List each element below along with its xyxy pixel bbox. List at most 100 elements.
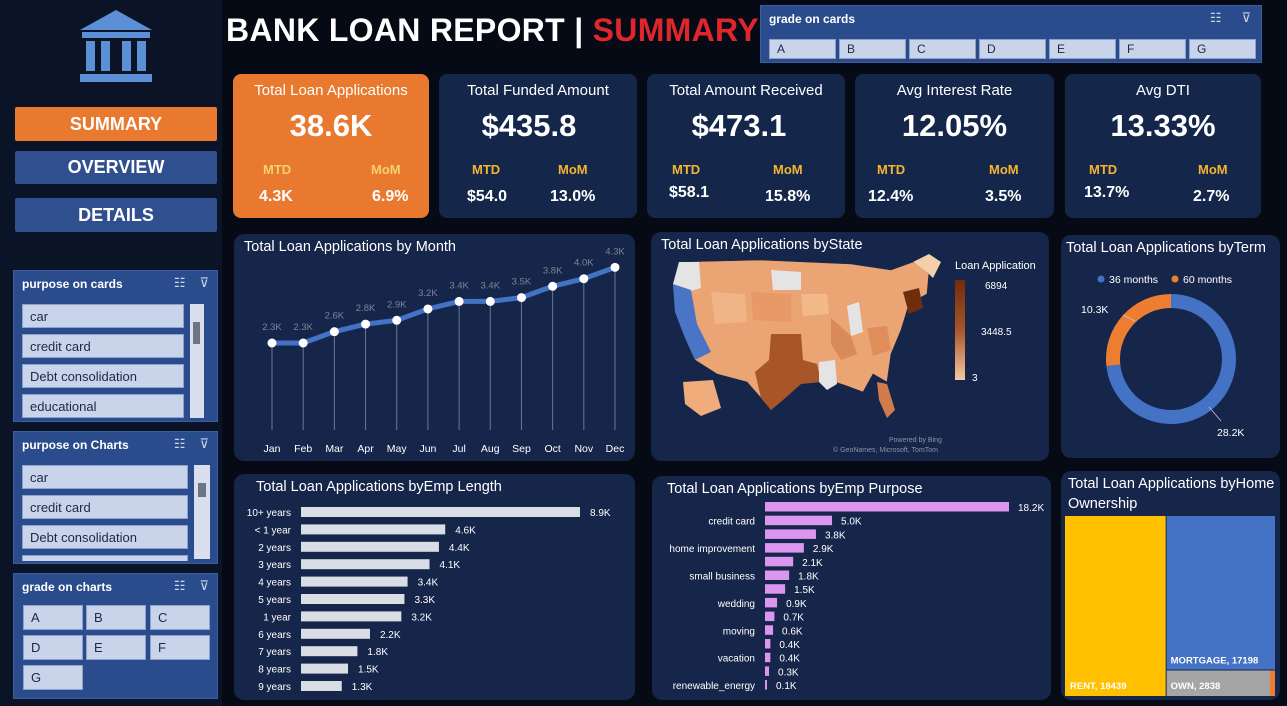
data-label: 3.5K — [512, 277, 532, 288]
page-title-main: BANK LOAN REPORT | — [226, 12, 593, 48]
slicer-item-grade-g[interactable]: G — [23, 665, 83, 690]
slicer-item-car[interactable]: car — [22, 304, 184, 328]
slicer-item-grade-b[interactable]: B — [839, 39, 906, 59]
bar — [301, 559, 430, 570]
multi-select-icon[interactable]: ☷ — [173, 436, 186, 451]
scrollbar[interactable] — [190, 304, 204, 418]
scrollbar-thumb[interactable] — [193, 322, 200, 344]
kpi-mtd-value: 12.4% — [868, 188, 914, 205]
nav-overview-button[interactable]: OVERVIEW — [15, 151, 217, 184]
data-point — [361, 319, 371, 329]
data-label: 1.8K — [367, 647, 388, 658]
bar — [765, 625, 774, 635]
chart-title: Total Loan Applications byEmp Length — [256, 479, 502, 495]
data-label: 2.2K — [380, 630, 401, 641]
data-label: 3.8K — [543, 265, 563, 276]
bar — [301, 524, 446, 535]
map-legend-scale — [955, 280, 965, 380]
kpi-avg-interest-rate[interactable]: Avg Interest Rate 12.05% MTD MoM 12.4% 3… — [855, 74, 1054, 218]
multi-select-icon[interactable]: ☷ — [173, 275, 186, 290]
y-tick-label: 9 years — [258, 682, 291, 693]
map-legend-title: Loan Application — [955, 260, 1036, 272]
multi-select-icon[interactable]: ☷ — [1209, 10, 1222, 25]
bar-chart-by-emp-length: 10+ years 8.9K < 1 year 4.6K 2 years 4.4K 3 ye… — [247, 507, 611, 693]
kpi-mtd-label: MTD — [472, 162, 501, 177]
kpi-total-funded-amount[interactable]: Total Funded Amount $435.8 MTD MoM $54.0… — [439, 74, 637, 218]
data-label: 18.2K — [1018, 503, 1044, 514]
donut-slice — [1106, 294, 1172, 367]
bar — [301, 611, 402, 622]
slicer-item-grade-f[interactable]: F — [150, 635, 210, 660]
data-label: 3.4K — [480, 280, 500, 291]
slicer-item-grade-d[interactable]: D — [979, 39, 1046, 59]
map-legend-max: 6894 — [985, 281, 1008, 292]
legend-marker — [1097, 275, 1105, 283]
map-legend-mid: 3448.5 — [981, 327, 1012, 338]
kpi-avg-dti[interactable]: Avg DTI 13.33% MTD MoM 13.7% 2.7% — [1065, 74, 1261, 218]
clear-filter-icon[interactable]: ⊽ — [1241, 10, 1251, 25]
x-tick-label: Mar — [325, 443, 344, 455]
kpi-label: Total Amount Received — [669, 82, 823, 99]
kpi-total-loan-applications[interactable]: Total Loan Applications 38.6K MTD MoM 4.… — [233, 74, 429, 218]
us-map[interactable] — [672, 254, 941, 418]
slicer-item-car[interactable]: car — [22, 465, 188, 489]
data-label: 0.4K — [779, 640, 800, 651]
slicer-item-credit-card[interactable]: credit card — [22, 495, 188, 519]
data-label: 8.9K — [590, 508, 611, 519]
multi-select-icon[interactable]: ☷ — [173, 578, 186, 593]
x-tick-label: Jan — [264, 443, 281, 455]
slicer-item-debt-consolidation[interactable]: Debt consolidation — [22, 364, 184, 388]
slicer-title: purpose on cards — [22, 277, 123, 291]
slicer-item-grade-d[interactable]: D — [23, 635, 83, 660]
slicer-item-grade-e[interactable]: E — [1049, 39, 1116, 59]
y-tick-label: credit card — [708, 517, 755, 528]
slicer-item-grade-a[interactable]: A — [769, 39, 836, 59]
clear-filter-icon[interactable]: ⊽ — [199, 436, 209, 451]
us-map-chart: Loan Application 6894 3448.5 3 Powered b… — [672, 254, 1036, 454]
y-tick-label: 3 years — [258, 560, 291, 571]
data-point — [485, 296, 495, 306]
slicer-item-grade-c[interactable]: C — [150, 605, 210, 630]
bar — [765, 584, 786, 594]
slicer-item-grade-a[interactable]: A — [23, 605, 83, 630]
purpose-on-cards-slicer: purpose on cards ☷ ⊽ car credit card Deb… — [13, 270, 218, 422]
data-label: 2.9K — [387, 299, 407, 310]
bar — [765, 597, 778, 608]
bank-icon — [80, 10, 152, 82]
clear-filter-icon[interactable]: ⊽ — [199, 275, 209, 290]
slicer-title: purpose on Charts — [22, 438, 129, 452]
data-label: 0.7K — [783, 613, 804, 624]
map-legend-min: 3 — [972, 373, 978, 384]
bar — [301, 541, 439, 552]
y-tick-label: vacation — [718, 654, 755, 665]
scrollbar[interactable] — [194, 465, 210, 559]
data-label: 1.5K — [358, 665, 379, 676]
nav-summary-button[interactable]: SUMMARY — [15, 107, 217, 141]
nav-details-button[interactable]: DETAILS — [15, 198, 217, 232]
y-tick-label: home improvement — [669, 544, 755, 555]
kpi-value: 12.05% — [901, 108, 1008, 143]
kpi-mom-label: MoM — [773, 162, 803, 177]
bar — [301, 663, 349, 674]
series-line — [272, 264, 616, 346]
slicer-item-credit-card[interactable]: credit card — [22, 334, 184, 358]
slicer-item-grade-c[interactable]: C — [909, 39, 976, 59]
kpi-value: $435.8 — [481, 108, 577, 143]
scrollbar-thumb[interactable] — [198, 483, 206, 497]
slicer-item-grade-b[interactable]: B — [86, 605, 146, 630]
clear-filter-icon[interactable]: ⊽ — [199, 578, 209, 593]
x-tick-label: Aug — [481, 443, 500, 455]
slicer-item-grade-e[interactable]: E — [86, 635, 146, 660]
slicer-item-grade-g[interactable]: G — [1189, 39, 1256, 59]
data-point — [454, 296, 464, 306]
data-point — [298, 338, 308, 348]
kpi-total-amount-received[interactable]: Total Amount Received $473.1 MTD MoM $58… — [647, 74, 845, 218]
slicer-item-grade-f[interactable]: F — [1119, 39, 1186, 59]
slicer-item-debt-consolidation[interactable]: Debt consolidation — [22, 525, 188, 549]
slicer-item-educational[interactable]: educational — [22, 394, 184, 418]
slicer-item-partial[interactable] — [22, 555, 188, 561]
x-tick-label: Feb — [294, 443, 312, 455]
chart-panel-by-purpose: Total Loan Applications byEmp Purpose 18… — [652, 476, 1051, 700]
data-label: 1.5K — [794, 585, 815, 596]
